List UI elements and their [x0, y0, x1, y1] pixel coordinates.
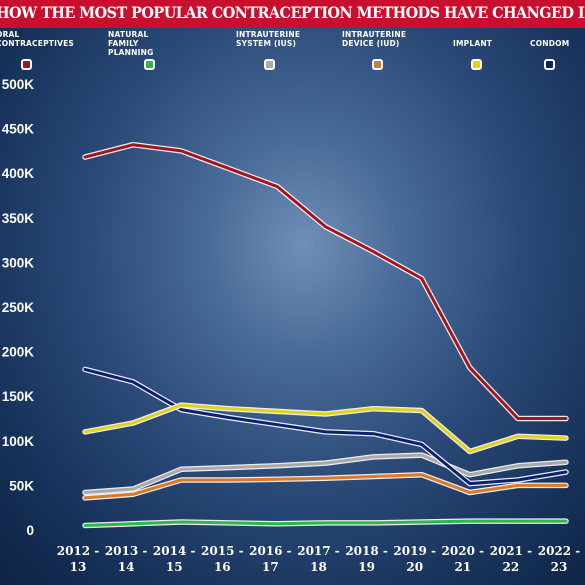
series-line-implant [83, 403, 568, 453]
legend-swatch-implant [471, 59, 482, 70]
x-tick-label: 2018 -19 [345, 544, 388, 574]
legend-label: INTRAUTERINE SYSTEM (IUS) [236, 30, 301, 48]
series-line-outline-condom [82, 366, 569, 487]
y-tick-label: 50K [9, 478, 34, 493]
legend-swatch-oral-contraceptives [21, 59, 32, 70]
chart-title: HOW THE MOST POPULAR CONTRACEPTION METHO… [0, 3, 585, 22]
series-lines [82, 141, 569, 529]
x-tick-label: 2021 -22 [490, 544, 533, 574]
y-tick-label: 150K [2, 389, 35, 404]
legend-label: NATURAL FAMILY PLANNING [108, 30, 154, 57]
x-tick-label: 2013 -14 [105, 544, 148, 574]
y-tick-label: 0 [26, 523, 34, 538]
legend-swatch-condom [544, 59, 555, 70]
legend-label: ORAL CONTRACEPTIVES [0, 30, 75, 48]
series-line-intrauterine-device-iud [83, 473, 568, 500]
series-line-intrauterine-system-ius [83, 453, 568, 494]
x-tick-label: 2019 -20 [393, 544, 436, 574]
y-tick-label: 100K [2, 434, 35, 449]
y-tick-label: 400K [2, 166, 35, 181]
x-tick-label: 2012 -13 [57, 544, 100, 574]
y-tick-label: 450K [2, 122, 35, 137]
y-axis: 0 50K 100K 150K 200K 250K 300K 350K 400K 450K 500K [2, 77, 35, 538]
y-tick-label: 300K [2, 255, 35, 270]
series-line-natural-family-planning [83, 519, 568, 527]
x-tick-label: 2017 -18 [297, 544, 340, 574]
x-tick-label: 2016 -17 [249, 544, 292, 574]
legend-label: IMPLANT [453, 39, 493, 48]
y-tick-label: 200K [2, 345, 35, 360]
y-tick-label: 350K [2, 211, 35, 226]
y-tick-label: 500K [2, 77, 35, 92]
title-bar: HOW THE MOST POPULAR CONTRACEPTION METHO… [0, 0, 585, 28]
legend-label: INTRAUTERINE DEVICE (IUD) [342, 30, 407, 48]
x-tick-label: 2020 -21 [442, 544, 485, 574]
series-line-condom [83, 367, 568, 486]
x-tick-label: 2022 -23 [538, 544, 581, 574]
x-tick-label: 2015 -16 [201, 544, 244, 574]
x-tick-label: 2014 -15 [153, 544, 196, 574]
legend: ORAL CONTRACEPTIVES NATURAL FAMILY PLANN… [0, 30, 585, 82]
series-line-oral-contraceptives [83, 143, 568, 420]
legend-label: CONDOM [530, 39, 570, 48]
legend-swatch-iud [372, 59, 383, 70]
series-line-outline-oral-contraceptives [82, 141, 569, 422]
y-tick-label: 250K [2, 300, 35, 315]
legend-swatch-natural-family-planning [144, 59, 155, 70]
legend-swatch-ius [264, 59, 275, 70]
